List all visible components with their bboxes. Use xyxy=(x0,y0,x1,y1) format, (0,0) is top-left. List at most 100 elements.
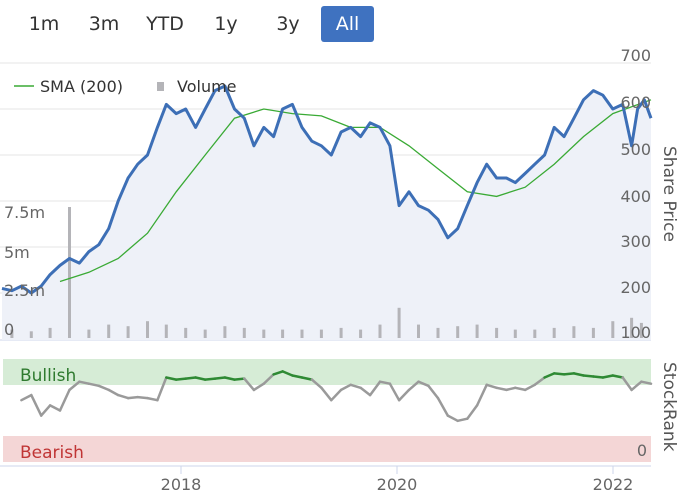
range-selector: 1m 3m YTD 1y 3y All xyxy=(0,6,400,44)
stockrank-segment xyxy=(485,383,498,390)
volume-bar xyxy=(223,326,227,338)
stockrank-segment xyxy=(107,388,120,397)
volume-y-tick-5m: 5m xyxy=(4,243,30,262)
price-y-tick-500: 500 xyxy=(620,140,651,159)
stockrank-segment xyxy=(330,388,343,402)
price-y-tick-700: 700 xyxy=(620,46,651,65)
stockrank-segment xyxy=(68,380,81,392)
stockrank-segment xyxy=(630,380,643,392)
volume-bars xyxy=(10,207,643,338)
volume-bar xyxy=(513,329,517,338)
stockrank-segment xyxy=(78,380,91,385)
volume-bar xyxy=(281,329,285,338)
stockrank-segment xyxy=(203,377,217,381)
stockrank-segment xyxy=(87,382,101,388)
volume-bar xyxy=(552,327,556,338)
price-y-axis: 700 600 500 400 300 200 100 xyxy=(620,46,651,342)
stockrank-segment xyxy=(562,372,576,376)
sma-legend-label[interactable]: SMA (200) xyxy=(40,77,123,96)
volume-bar xyxy=(456,326,460,338)
volume-bar xyxy=(300,329,304,338)
volume-y-tick-0: 0 xyxy=(4,320,14,339)
stockrank-segment xyxy=(378,380,392,385)
volume-bar xyxy=(639,322,643,338)
x-axis: 2018 2020 2022 xyxy=(0,465,651,494)
volume-bar xyxy=(10,329,14,338)
bearish-label: Bearish xyxy=(20,443,84,463)
price-y-tick-300: 300 xyxy=(620,232,651,251)
stockrank-segment xyxy=(156,376,168,402)
x-tick-2020: 2020 xyxy=(377,475,418,494)
stockrank-segment xyxy=(640,380,653,385)
stockrank-segment xyxy=(97,384,110,392)
stockrank-segment xyxy=(456,417,469,423)
volume-bar xyxy=(359,329,363,338)
stockrank-segment xyxy=(30,393,43,417)
volume-bar xyxy=(572,326,576,338)
stockrank-segment xyxy=(582,374,595,378)
volume-bar xyxy=(611,321,615,338)
volume-bar xyxy=(533,329,537,338)
range-button-1m[interactable]: 1m xyxy=(28,13,60,35)
stockrank-segment xyxy=(397,388,411,402)
volume-legend-label[interactable]: Volume xyxy=(177,77,237,96)
range-button-3y[interactable]: 3y xyxy=(276,13,300,35)
chart-legend: SMA (200) Volume xyxy=(14,77,237,96)
stockrank-segment xyxy=(262,373,275,385)
volume-bar xyxy=(339,327,343,338)
volume-bar xyxy=(630,317,634,338)
share-price-line xyxy=(1,84,653,295)
stockrank-segment xyxy=(300,376,314,381)
stockrank-segment xyxy=(272,370,284,376)
stockrank-segment xyxy=(388,382,401,402)
price-area-fill xyxy=(2,86,651,340)
stockrank-segment xyxy=(116,393,130,400)
volume-bar xyxy=(146,321,149,338)
stockrank-line xyxy=(20,370,653,423)
volume-bar xyxy=(495,327,499,338)
share-price-axis-label: Share Price xyxy=(659,146,679,242)
stockrank-segment xyxy=(572,372,585,377)
range-button-all[interactable]: All xyxy=(321,6,374,42)
stockrank-segment xyxy=(233,377,246,381)
volume-bar xyxy=(29,331,33,338)
stockrank-segment xyxy=(184,376,197,380)
range-button-3m[interactable]: 3m xyxy=(88,13,120,35)
price-y-tick-100: 100 xyxy=(620,323,651,342)
x-tick-2018: 2018 xyxy=(161,475,202,494)
stockrank-segment xyxy=(505,386,517,392)
stockrank-segment xyxy=(601,374,615,379)
stockrank-segment xyxy=(533,376,546,387)
stockrank-segment xyxy=(417,380,430,388)
volume-bar xyxy=(262,329,266,338)
volume-bar xyxy=(184,327,188,338)
stockrank-segment xyxy=(165,376,178,381)
stockrank-segment xyxy=(368,380,382,397)
stockrank-segment xyxy=(243,377,256,392)
stockrank-segment xyxy=(174,377,187,381)
volume-bar xyxy=(242,327,246,338)
bullish-band xyxy=(3,359,651,385)
range-button-ytd[interactable]: YTD xyxy=(146,13,184,35)
bullish-label: Bullish xyxy=(20,366,76,386)
stockrank-segment xyxy=(466,404,479,420)
volume-bar xyxy=(417,324,420,338)
volume-y-tick-7-5m: 7.5m xyxy=(4,203,45,222)
stockrank-segment xyxy=(213,376,227,380)
stockrank-segment xyxy=(223,376,236,381)
volume-bar xyxy=(87,329,91,338)
stockrank-segment xyxy=(194,376,207,381)
stockrank-segment xyxy=(58,388,71,412)
stockrank-segment xyxy=(20,393,33,402)
range-button-1y[interactable]: 1y xyxy=(214,13,238,35)
volume-bar xyxy=(319,329,323,338)
stockrank-y-tick-0: 0 xyxy=(637,441,647,460)
price-y-tick-400: 400 xyxy=(620,187,651,206)
stockrank-segment xyxy=(514,386,527,392)
stockrank-segment xyxy=(146,396,159,402)
volume-bar xyxy=(48,327,52,338)
volume-y-tick-2-5m: 2.5m xyxy=(4,281,45,300)
stockrank-segment xyxy=(252,382,266,392)
volume-bar xyxy=(203,329,207,338)
